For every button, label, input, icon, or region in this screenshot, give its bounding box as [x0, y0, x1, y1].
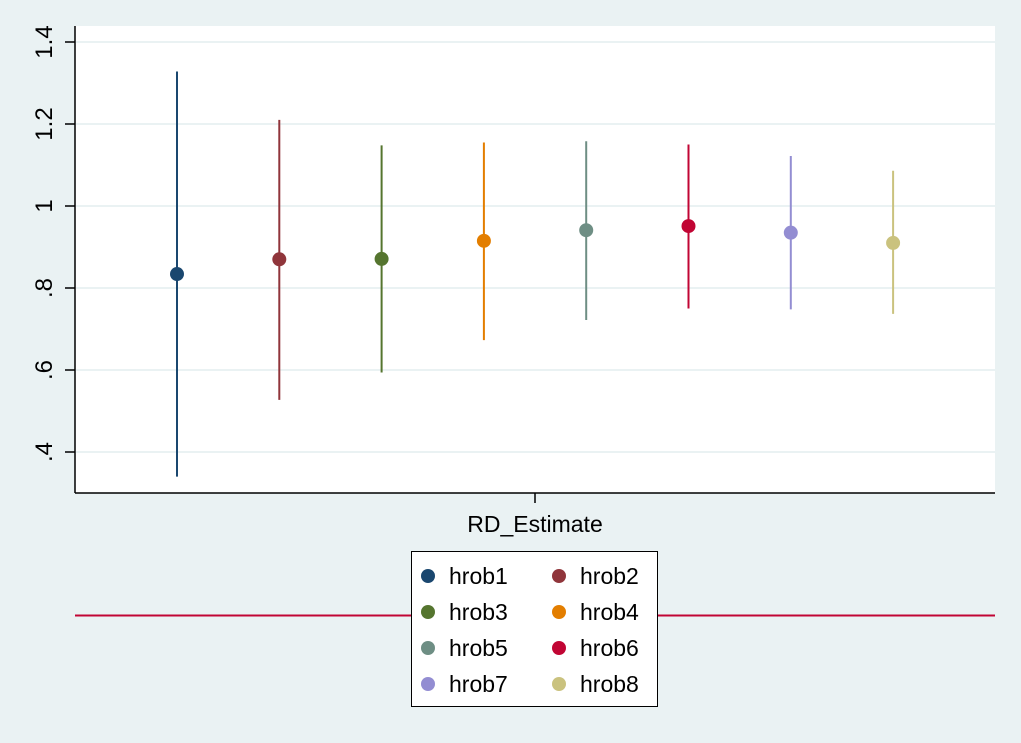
legend-marker-icon	[421, 569, 435, 583]
y-tick-label: .6	[31, 360, 58, 380]
point-hrob1	[170, 267, 184, 282]
point-hrob2	[272, 252, 287, 267]
legend-item-hrob3: hrob3	[421, 599, 508, 625]
legend-item-hrob7: hrob7	[421, 671, 508, 697]
point-hrob6	[681, 219, 696, 234]
legend-item-hrob5: hrob5	[421, 635, 508, 661]
legend-item-hrob1: hrob1	[421, 563, 508, 589]
legend-item-hrob8: hrob8	[552, 671, 639, 697]
point-hrob7	[783, 225, 798, 240]
y-tick-label: .8	[31, 278, 58, 298]
legend-label: hrob5	[449, 635, 508, 661]
legend-item-hrob6: hrob6	[552, 635, 639, 661]
y-tick-label: 1.4	[31, 25, 58, 58]
legend-marker-icon	[421, 605, 435, 619]
point-estimates	[170, 219, 901, 282]
point-hrob5	[579, 223, 594, 238]
legend-label: hrob7	[449, 671, 508, 697]
legend-label: hrob6	[580, 635, 639, 661]
y-tick-label: 1	[31, 199, 58, 212]
point-hrob8	[886, 235, 901, 250]
legend-marker-icon	[552, 569, 566, 583]
legend: hrob1 hrob2 hrob3 hrob4 hrob5 hrob6 hrob7 hrob8	[411, 551, 658, 707]
gridlines	[76, 41, 995, 453]
legend-marker-icon	[552, 605, 566, 619]
legend-marker-icon	[421, 677, 435, 691]
legend-marker-icon	[552, 641, 566, 655]
y-tick-label: 1.2	[31, 107, 58, 140]
legend-label: hrob3	[449, 599, 508, 625]
legend-label: hrob8	[580, 671, 639, 697]
x-category-label: RD_Estimate	[467, 511, 602, 537]
y-tick-label: .4	[31, 442, 58, 462]
legend-item-hrob2: hrob2	[552, 563, 639, 589]
y-axis-ticks: .4 .6 .8 1 1.2 1.4	[31, 25, 75, 462]
legend-box	[411, 551, 658, 707]
point-hrob3	[374, 251, 389, 266]
legend-marker-icon	[421, 641, 435, 655]
legend-marker-icon	[552, 677, 566, 691]
plot-area	[75, 26, 995, 493]
legend-item-hrob4: hrob4	[552, 599, 639, 625]
legend-label: hrob4	[580, 599, 639, 625]
legend-label: hrob1	[449, 563, 508, 589]
legend-label: hrob2	[580, 563, 639, 589]
point-hrob4	[476, 233, 491, 248]
